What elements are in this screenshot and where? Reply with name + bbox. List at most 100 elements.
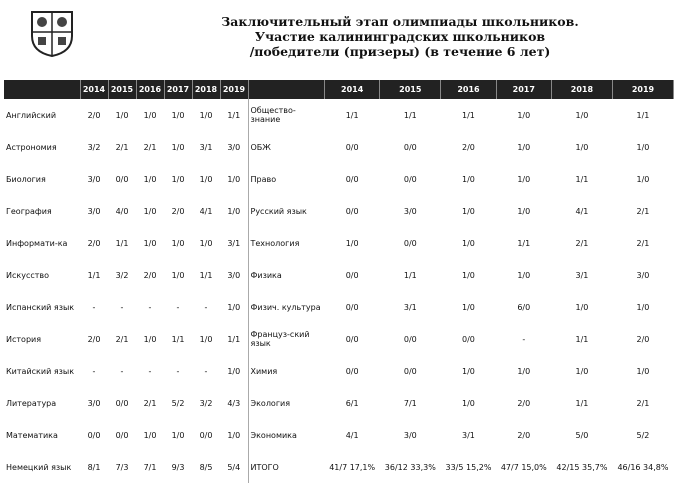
subject-cell: Физич. культура (247, 291, 325, 323)
value-cell: 0/0 (403, 334, 417, 344)
value-cell: - (92, 302, 96, 312)
value-cell: 1/0 (171, 110, 185, 120)
table-row: Математика 0/0 0/0 1/0 1/0 0/0 1/0 Экономика 4/1… (4, 419, 674, 451)
title: Заключительный этап олимпиады школьников… (200, 14, 600, 59)
value-cell: 8/5 (199, 462, 213, 472)
value-cell: 0/0 (345, 270, 359, 280)
value-cell: 0/0 (115, 398, 129, 408)
value-cell: 1/0 (575, 366, 589, 376)
value-cell: 1/0 (143, 238, 157, 248)
value-cell: 5/4 (227, 462, 241, 472)
value-cell: 1/1 (199, 270, 213, 280)
table-row: Астрономия 3/2 2/1 2/1 1/0 3/1 3/0 ОБЖ 0/0 0/0 2/0… (4, 131, 674, 163)
subject-cell: Экология (247, 387, 325, 419)
value-cell: 4/0 (115, 206, 129, 216)
year-header: 2014 (80, 80, 109, 99)
value-cell: - (148, 366, 152, 376)
value-cell: 33/5 15,2% (445, 462, 492, 472)
year-header: 2017 (496, 80, 552, 99)
value-cell: 2/0 (517, 430, 531, 440)
subject-cell: Испанский язык (6, 302, 75, 312)
year-header: 2019 (612, 80, 675, 99)
value-cell: 0/0 (403, 238, 417, 248)
subject-cell: Китайский язык (6, 366, 75, 376)
value-cell: 2/1 (143, 398, 157, 408)
value-cell: 2/1 (636, 206, 650, 216)
subject-cell: Технология (247, 227, 325, 259)
value-cell: 1/0 (462, 174, 475, 184)
value-cell: 1/0 (143, 206, 157, 216)
value-cell: 2/0 (87, 110, 101, 120)
subject-cell: Химия (247, 355, 325, 387)
value-cell: 2/1 (115, 334, 129, 344)
value-cell: - (204, 302, 208, 312)
results-table: 2014 2015 2016 2017 2018 2019 2014 2015 2016 2017… (4, 80, 675, 483)
table-row: Искусство 1/1 3/2 2/0 1/0 1/1 3/0 Физика 0/0 1/1 1… (4, 259, 674, 291)
subject-cell: Математика (6, 430, 58, 440)
subject-cell: ОБЖ (247, 131, 325, 163)
value-cell: 1/0 (462, 238, 475, 248)
value-cell: 2/0 (87, 238, 101, 248)
value-cell: 9/3 (171, 462, 185, 472)
value-cell: 41/7 17,1% (329, 462, 376, 472)
value-cell: 6/1 (345, 398, 359, 408)
value-cell: 1/0 (199, 174, 213, 184)
value-cell: 1/0 (143, 334, 157, 344)
value-cell: 0/0 (87, 430, 101, 440)
value-cell: 0/0 (345, 334, 359, 344)
value-cell: 1/0 (517, 174, 531, 184)
value-cell: 0/0 (115, 174, 129, 184)
value-cell: 1/1 (115, 238, 129, 248)
value-cell: 5/2 (636, 430, 650, 440)
value-cell: 1/0 (171, 270, 185, 280)
subject-cell: ИТОГО (247, 451, 325, 483)
value-cell: 6/0 (517, 302, 531, 312)
value-cell: 1/0 (227, 366, 241, 376)
value-cell: 2/0 (462, 142, 475, 152)
value-cell: 5/0 (575, 430, 589, 440)
table-row: История 2/0 2/1 1/0 1/1 1/0 1/1 Француз-ский яз… (4, 323, 674, 355)
value-cell: 42/15 35,7% (556, 462, 608, 472)
subject-cell: Общество-знание (247, 99, 325, 131)
title-line: Участие калининградских школьников (254, 29, 546, 44)
value-cell: 0/0 (199, 430, 213, 440)
value-cell: 46/16 34,8% (617, 462, 669, 472)
value-cell: 3/2 (115, 270, 129, 280)
value-cell: 1/0 (115, 110, 129, 120)
value-cell: - (522, 334, 526, 344)
value-cell: 1/0 (517, 142, 531, 152)
value-cell: - (148, 302, 152, 312)
year-header: 2014 (324, 80, 381, 99)
value-cell: 7/1 (143, 462, 157, 472)
value-cell: 1/0 (227, 174, 241, 184)
value-cell: - (176, 302, 180, 312)
value-cell: 3/0 (403, 206, 417, 216)
year-header: 2016 (136, 80, 165, 99)
value-cell: 8/1 (87, 462, 101, 472)
year-header: 2019 (220, 80, 249, 99)
value-cell: 3/0 (227, 142, 241, 152)
header-cell (248, 80, 325, 99)
value-cell: - (92, 366, 96, 376)
subject-cell: Русский язык (247, 195, 325, 227)
value-cell: 5/2 (171, 398, 185, 408)
year-header: 2016 (440, 80, 497, 99)
value-cell: 1/0 (517, 366, 531, 376)
value-cell: 0/0 (345, 302, 359, 312)
year-header: 2018 (551, 80, 613, 99)
value-cell: 2/0 (87, 334, 101, 344)
value-cell: 1/0 (345, 238, 359, 248)
subject-cell: Физика (247, 259, 325, 291)
value-cell: 2/0 (143, 270, 157, 280)
value-cell: 1/1 (403, 110, 417, 120)
value-cell: 36/12 33,3% (384, 462, 436, 472)
value-cell: 4/1 (575, 206, 589, 216)
value-cell: 1/0 (575, 142, 589, 152)
value-cell: 1/0 (636, 174, 650, 184)
value-cell: 0/0 (403, 174, 417, 184)
value-cell: 1/1 (227, 110, 241, 120)
value-cell: 1/1 (462, 110, 475, 120)
value-cell: 1/0 (575, 110, 589, 120)
value-cell: 3/1 (227, 238, 241, 248)
